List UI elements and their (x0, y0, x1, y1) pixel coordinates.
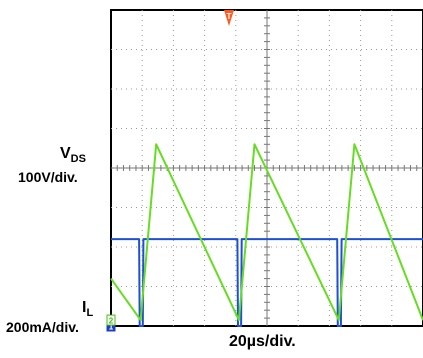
svg-text:2: 2 (109, 317, 114, 326)
trace-vds (111, 238, 423, 327)
svg-text:1: 1 (109, 323, 114, 332)
scale-label-vds: 100V/div. (18, 169, 78, 185)
series-label-il: IL (82, 299, 94, 319)
series-subscript-vds: DS (70, 153, 86, 165)
ground-marker-il: 2 (106, 314, 116, 326)
grid (111, 10, 423, 326)
series-label-vds: VDS (60, 145, 86, 165)
scale-label-il: 200mA/div. (6, 319, 79, 335)
traces (110, 143, 423, 327)
time-scale-label: 20µs/div. (229, 333, 296, 350)
trace-il (110, 143, 423, 322)
svg-text:T: T (227, 12, 232, 21)
series-name-il: I (82, 299, 87, 316)
series-name-vds: V (60, 145, 71, 162)
series-subscript-il: L (86, 307, 94, 319)
markers: 12 T (106, 10, 234, 332)
trigger-marker: T (224, 10, 234, 26)
